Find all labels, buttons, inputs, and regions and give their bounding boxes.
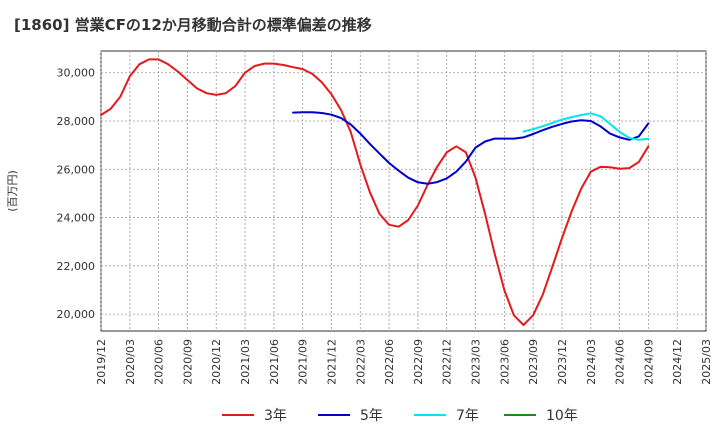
series-lines (100, 58, 650, 326)
legend: 3年 5年 7年 10年 (222, 408, 578, 424)
x-tick-label: 2024/09 (642, 339, 655, 385)
x-tick-label: 2023/09 (527, 339, 540, 385)
legend-label: 3年 (264, 408, 287, 424)
x-tick-label: 2020/12 (210, 339, 223, 385)
x-tick-label: 2024/12 (671, 339, 684, 385)
legend-label: 7年 (456, 408, 479, 424)
series-line-1 (100, 58, 650, 326)
y-tick-label: 24,000 (57, 212, 96, 225)
x-tick-label: 2022/09 (412, 339, 425, 385)
x-tick-label: 2023/06 (498, 339, 511, 385)
x-tick-label: 2022/06 (383, 339, 396, 385)
y-axis-label: (百万円) (6, 170, 19, 212)
chart-title: [1860] 営業CFの12か月移動合計の標準偏差の推移 (14, 16, 372, 34)
x-tick-label: 2019/12 (95, 339, 108, 385)
x-tick-label: 2023/03 (470, 339, 483, 385)
y-tick-label: 22,000 (57, 260, 96, 273)
y-tick-label: 26,000 (57, 163, 96, 176)
y-axis-ticks: 20,000 22,000 24,000 26,000 28,000 30,000 (57, 67, 96, 321)
series-line-3 (522, 112, 650, 141)
y-tick-label: 20,000 (57, 308, 96, 321)
x-axis-ticks: 2019/12 2020/03 2020/06 2020/09 2020/12 2021/… (95, 339, 713, 385)
x-tick-label: 2024/03 (585, 339, 598, 385)
x-tick-label: 2021/09 (297, 339, 310, 385)
x-tick-label: 2021/03 (239, 339, 252, 385)
legend-label: 5年 (360, 408, 383, 424)
x-tick-label: 2020/09 (181, 339, 194, 385)
legend-label: 10年 (546, 408, 578, 424)
y-tick-label: 28,000 (57, 115, 96, 128)
x-tick-label: 2022/12 (441, 339, 454, 385)
x-tick-label: 2021/06 (268, 339, 281, 385)
x-tick-label: 2021/12 (325, 339, 338, 385)
grid-lines (100, 51, 707, 331)
x-tick-label: 2023/12 (556, 339, 569, 385)
plot-area (100, 50, 707, 332)
x-tick-label: 2020/06 (153, 339, 166, 385)
y-tick-label: 30,000 (57, 67, 96, 80)
x-tick-label: 2022/03 (354, 339, 367, 385)
x-tick-label: 2025/03 (700, 339, 713, 385)
series-line-2 (292, 111, 650, 185)
x-tick-label: 2024/06 (614, 339, 627, 385)
x-tick-label: 2020/03 (124, 339, 137, 385)
